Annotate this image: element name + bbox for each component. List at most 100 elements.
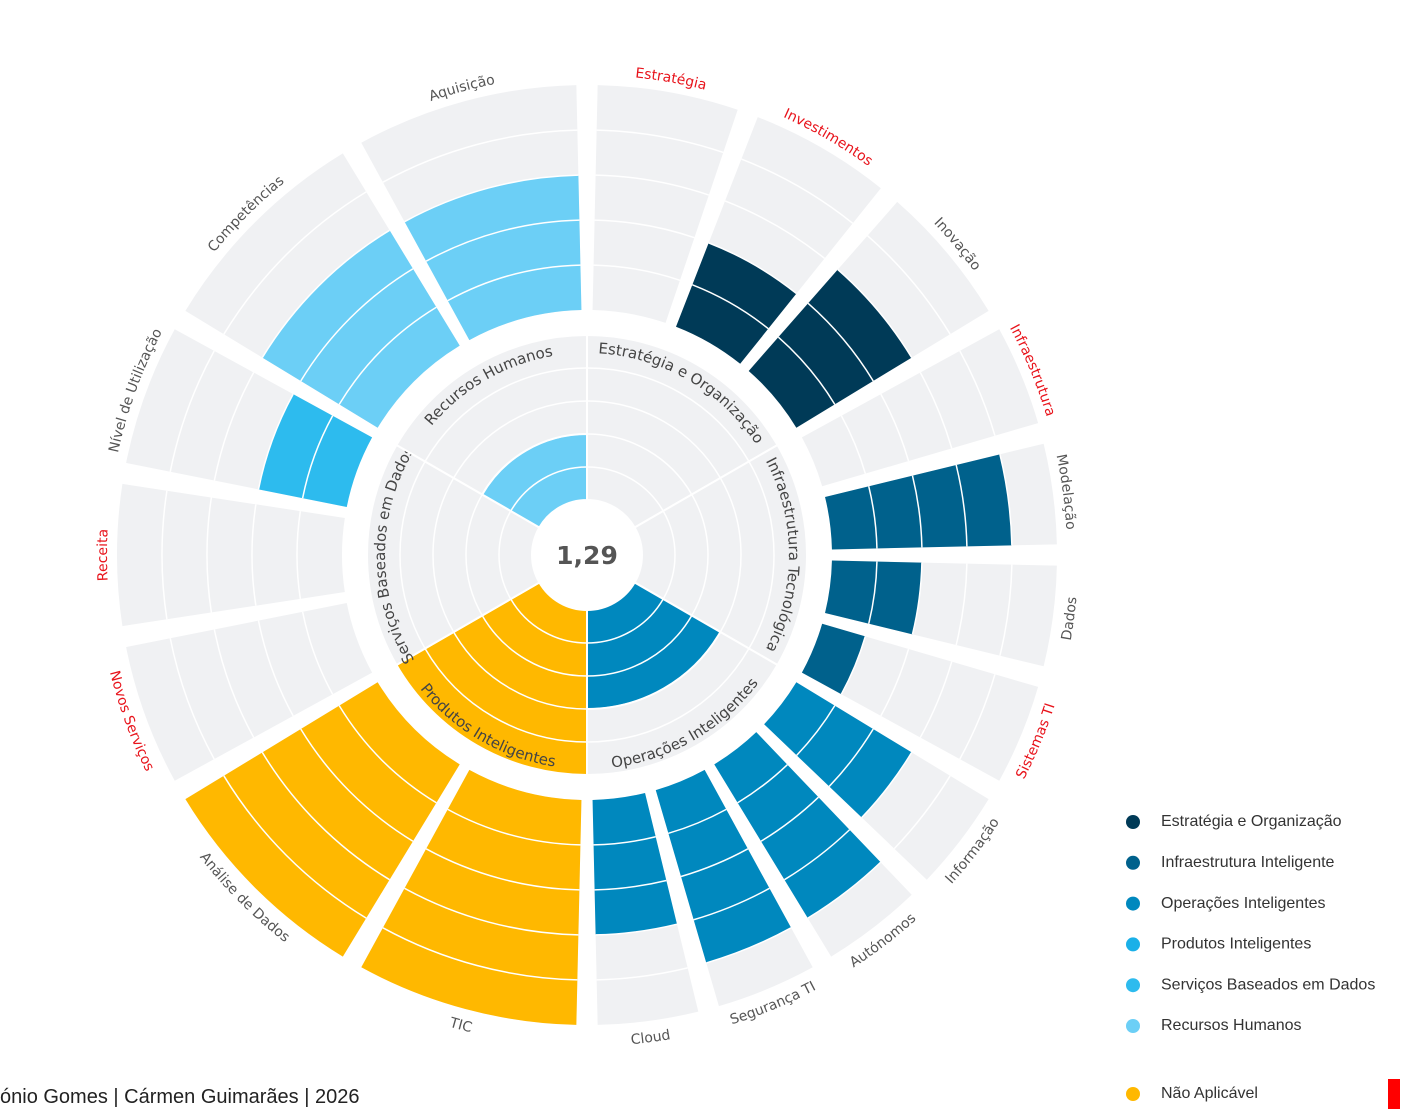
inner-level-line — [452, 631, 588, 710]
outer-level-line — [382, 129, 578, 183]
outer-level-line — [300, 268, 414, 382]
outer-level-line — [837, 268, 913, 358]
inner-level-line — [586, 648, 750, 743]
inner-level-line — [586, 433, 693, 495]
legend-dot — [1126, 855, 1140, 870]
inner-level-line — [510, 466, 588, 512]
outer-bar — [764, 682, 912, 818]
outer-level-line — [300, 728, 414, 842]
outer-level-line — [593, 264, 681, 282]
outer-level-line — [338, 306, 437, 405]
legend-label: Infraestrutura Inteligente — [1161, 854, 1335, 871]
outer-level-line — [257, 620, 294, 717]
legend-dot — [1126, 1019, 1140, 1033]
outer-label-text: Modelação — [1053, 453, 1079, 530]
inner-level-line — [719, 477, 742, 633]
outer-level-line — [296, 511, 302, 599]
red-marker — [1388, 1079, 1400, 1109]
outer-level-line — [693, 887, 770, 921]
outer-label: Cloud — [630, 1027, 672, 1048]
outer-level-line — [955, 464, 968, 547]
outer-bar — [185, 682, 460, 957]
outer-level-line — [724, 200, 826, 260]
outer-bar — [258, 394, 373, 507]
outer-level-line — [999, 454, 1013, 546]
outer-label: Modelação — [1053, 453, 1079, 530]
outer-bar — [676, 242, 797, 364]
outer-level-line — [169, 350, 215, 472]
outer-level-line — [338, 705, 437, 804]
center-value: 1,29 — [556, 541, 618, 570]
outer-level-line — [251, 504, 257, 606]
outer-label: Dados — [1059, 596, 1081, 642]
outer-level-line — [737, 764, 788, 804]
outer-level-line — [807, 302, 874, 382]
outer-level-line — [594, 219, 695, 239]
outer-bar — [404, 175, 582, 341]
inner-level-line — [424, 367, 588, 462]
outer-level-line — [447, 808, 581, 846]
outer-label-text: Dados — [1059, 596, 1081, 642]
outer-level-line — [840, 415, 867, 474]
legend-dot — [1126, 1087, 1140, 1101]
outer-level-line — [880, 648, 910, 717]
outer-level-line — [868, 486, 878, 549]
legend-label: Não Aplicável — [1161, 1085, 1258, 1102]
outer-bar — [748, 269, 912, 428]
outer-level-line — [680, 848, 749, 878]
outer-level-line — [223, 191, 367, 335]
outer-bg — [126, 603, 373, 781]
outer-level-line — [708, 242, 797, 295]
outer-level-line — [425, 848, 580, 891]
outer-level-line — [301, 415, 334, 499]
outer-level-line — [206, 497, 213, 613]
inner-level-line — [586, 367, 750, 462]
inner-level-line — [399, 461, 426, 649]
outer-label: TIC — [447, 1015, 474, 1037]
legend-label: Produtos Inteligentes — [1161, 936, 1311, 953]
inner-level-line — [586, 631, 722, 710]
outer-level-line — [760, 796, 819, 842]
outer-level-line — [868, 561, 878, 624]
legend-label: Estratégia e Organização — [1161, 813, 1342, 830]
legend-dot — [1126, 937, 1140, 952]
inner-level-line — [586, 615, 693, 677]
outer-level-line — [595, 174, 710, 196]
inner-level-line — [481, 433, 588, 495]
outer-level-line — [594, 879, 667, 891]
inner-level-line — [424, 648, 588, 743]
inner-level-line — [691, 494, 709, 616]
inner-level-line — [452, 400, 588, 479]
outer-bar — [655, 769, 792, 963]
outer-bg — [801, 329, 1039, 487]
outer-level-line — [911, 475, 923, 548]
outer-level-line — [261, 752, 390, 881]
outer-level-line — [919, 661, 953, 738]
legend-dot — [1126, 815, 1140, 829]
outer-level-line — [404, 174, 579, 223]
outer-level-line — [213, 372, 255, 481]
outer-level-line — [777, 336, 836, 405]
outer-bar — [361, 769, 582, 1025]
outer-level-line — [706, 927, 792, 964]
outer-level-line — [880, 393, 910, 462]
outer-label-text: TIC — [447, 1015, 474, 1037]
inner-level-line — [498, 510, 512, 600]
outer-label: Receita — [95, 528, 112, 581]
outer-level-line — [784, 829, 851, 881]
outer-level-line — [861, 752, 913, 819]
outer-level-line — [959, 674, 996, 760]
outer-level-line — [668, 808, 727, 835]
outer-level-line — [959, 350, 996, 436]
outer-level-line — [867, 235, 951, 335]
inner-level-line — [586, 598, 664, 644]
outer-level-line — [213, 629, 255, 738]
legend-label: Recursos Humanos — [1161, 1017, 1302, 1034]
outer-level-line — [425, 219, 580, 262]
outer-level-line — [596, 129, 724, 154]
outer-level-line — [382, 927, 578, 981]
outer-level-line — [261, 229, 390, 358]
legend-label: Serviços Baseados em Dados — [1161, 976, 1375, 993]
outer-level-line — [999, 564, 1013, 656]
